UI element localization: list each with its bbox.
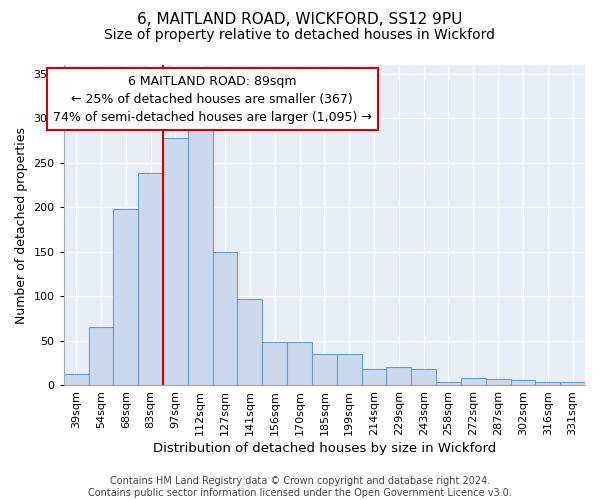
Text: 6 MAITLAND ROAD: 89sqm
← 25% of detached houses are smaller (367)
74% of semi-de: 6 MAITLAND ROAD: 89sqm ← 25% of detached…: [53, 74, 372, 124]
Text: 6, MAITLAND ROAD, WICKFORD, SS12 9PU: 6, MAITLAND ROAD, WICKFORD, SS12 9PU: [137, 12, 463, 28]
Bar: [113, 209, 138, 385]
Bar: [238, 299, 262, 385]
Bar: [312, 354, 337, 385]
Bar: [486, 379, 511, 385]
Bar: [511, 380, 535, 385]
Bar: [138, 174, 163, 385]
Bar: [411, 369, 436, 385]
Bar: [64, 374, 89, 385]
Bar: [89, 328, 113, 385]
Bar: [188, 127, 212, 385]
Text: Size of property relative to detached houses in Wickford: Size of property relative to detached ho…: [104, 28, 496, 42]
Bar: [362, 369, 386, 385]
Bar: [461, 378, 486, 385]
Bar: [262, 342, 287, 385]
Bar: [337, 354, 362, 385]
Bar: [535, 382, 560, 385]
Bar: [436, 382, 461, 385]
Text: Contains HM Land Registry data © Crown copyright and database right 2024.
Contai: Contains HM Land Registry data © Crown c…: [88, 476, 512, 498]
Bar: [163, 138, 188, 385]
Y-axis label: Number of detached properties: Number of detached properties: [15, 126, 28, 324]
Bar: [386, 368, 411, 385]
X-axis label: Distribution of detached houses by size in Wickford: Distribution of detached houses by size …: [153, 442, 496, 455]
Bar: [287, 342, 312, 385]
Bar: [212, 252, 238, 385]
Bar: [560, 382, 585, 385]
